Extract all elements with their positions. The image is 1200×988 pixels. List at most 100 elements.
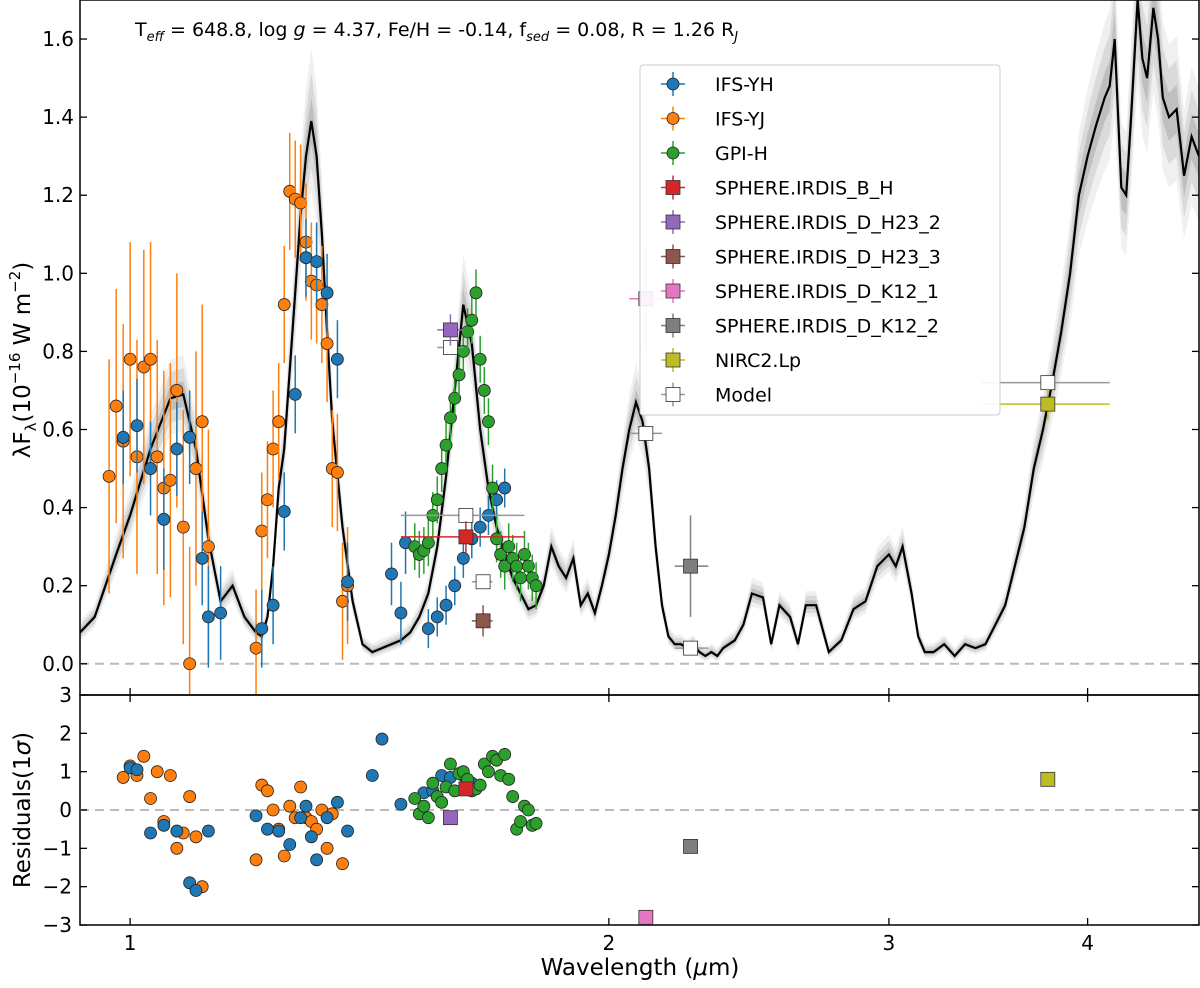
ifs-yh-marker [341, 575, 354, 589]
ifs-yj-residual [266, 803, 280, 817]
ifs-yh-point [255, 589, 269, 668]
ifs-yj-marker [277, 298, 291, 311]
photometry-square [475, 613, 491, 629]
ifs-yj-marker [331, 466, 344, 479]
ifs-yh-point [183, 390, 197, 485]
sed-panel: 0.0 0.2 0.4 0.6 0.8 1.0 1.2 1.4 1.6 Teff = 648.8… [6, 0, 1200, 696]
legend-marker [665, 387, 681, 402]
gpi-h-residual [506, 790, 520, 803]
ifs-yj-residual [189, 830, 203, 844]
ifs-yh-marker [144, 462, 157, 475]
ifs-yj-residual [163, 769, 177, 782]
photometry-square [1040, 396, 1056, 412]
ifs-yh-point [170, 402, 184, 496]
legend-label: SPHERE.IRDIS_B_H [715, 178, 893, 200]
gpi-h-residual [521, 803, 535, 817]
legend-marker [666, 112, 680, 125]
ifs-yj-residual [144, 792, 157, 805]
ifs-yh-point [195, 511, 209, 606]
y-tick-label: 0.0 [42, 652, 74, 676]
ifs-yh-marker [498, 481, 512, 495]
x-axis-ticks: 1 2 3 4 [124, 695, 1094, 955]
ifs-yj-point [272, 363, 286, 481]
ifs-yj-residual [137, 749, 151, 763]
ifs-yh-marker [439, 598, 453, 612]
legend: IFS-YH IFS-YJ GPI-H SPHERE.IRDIS_B_H SPHERE.… [639, 64, 1001, 416]
x-axis-label: Wavelength (μm) [541, 955, 740, 981]
residual-y-ticks: 3 2 1 0 −1 −2 −3 [43, 683, 1199, 937]
ifs-yj-marker [170, 384, 184, 397]
gpi-h-point [435, 445, 449, 492]
ifs-yh-marker [320, 286, 334, 300]
gpi-h-marker [444, 411, 457, 425]
ifs-yh-point [456, 538, 470, 578]
gpi-h-marker [465, 313, 479, 327]
ifs-yj-point [195, 304, 209, 539]
legend-marker [665, 283, 681, 299]
ifs-yh-marker [277, 505, 291, 518]
photometry-residual [638, 909, 654, 925]
ifs-yh-residual [201, 824, 215, 838]
ifs-yh-point [130, 378, 144, 473]
photometry-point [471, 605, 493, 637]
photometry-square [458, 529, 474, 545]
ifs-yh-residual [375, 732, 389, 746]
ifs-yh-residual [130, 763, 144, 777]
gpi-h-marker [482, 415, 495, 429]
ifs-yh-point [116, 390, 130, 485]
ifs-yh-point [288, 355, 302, 434]
legend-marker [665, 352, 681, 368]
model-photometry-point [674, 640, 709, 656]
ifs-yj-point [176, 409, 190, 645]
ifs-yh-marker [288, 387, 302, 401]
gpi-h-residual [498, 748, 512, 761]
legend-box [639, 64, 1001, 416]
ifs-yj-point [249, 589, 263, 695]
ifs-yj-marker [176, 520, 190, 534]
ifs-yj-point [102, 359, 116, 594]
y-axis-label: λFλ(10−16 W m−2) [6, 262, 40, 459]
ifs-yj-marker [255, 524, 269, 538]
legend-marker [666, 77, 680, 91]
photometry-point [400, 521, 525, 553]
legend-label: SPHERE.IRDIS_D_H23_2 [715, 212, 941, 234]
ifs-yj-residual [336, 857, 349, 871]
ifs-yj-marker [294, 196, 308, 210]
ifs-yh-marker [170, 442, 184, 456]
ifs-yj-point [183, 546, 197, 695]
ifs-yj-marker [249, 641, 263, 655]
residuals-y-label: Residuals(1σ) [10, 732, 36, 888]
legend-entry: IFS-YH [661, 72, 774, 96]
ifs-yh-marker [116, 430, 130, 444]
legend-entry: GPI-H [661, 141, 768, 165]
gpi-h-point [421, 519, 435, 567]
gpi-h-point [486, 464, 499, 512]
ifs-yh-residual [320, 811, 334, 825]
model-square [638, 425, 654, 441]
ifs-yj-residual [283, 799, 297, 813]
gpi-h-marker [452, 368, 466, 382]
photometry-point [674, 515, 709, 617]
gpi-h-marker [494, 548, 508, 561]
ifs-yh-point [385, 542, 398, 606]
ifs-yj-point [255, 472, 269, 590]
photometry-square [443, 322, 458, 338]
ifs-yj-point [150, 339, 164, 574]
photometry-square [683, 558, 698, 574]
ifs-yh-marker [157, 512, 171, 526]
photometry-point [437, 314, 464, 346]
ifs-yh-marker [183, 430, 197, 444]
residual-y-tick-label: −1 [43, 836, 72, 860]
ifs-yh-point [473, 507, 487, 547]
ifs-yh-marker [331, 352, 344, 366]
ifs-yj-marker [183, 657, 197, 671]
ifs-yh-point [498, 468, 512, 508]
ifs-yh-residual [365, 769, 379, 782]
gpi-h-marker [477, 384, 491, 397]
gpi-h-marker [469, 286, 483, 300]
gpi-h-point [477, 367, 491, 414]
gpi-h-point [439, 421, 453, 469]
ifs-yh-residual [144, 826, 157, 840]
ifs-yh-point [299, 218, 313, 297]
gpi-h-residual [408, 792, 422, 805]
